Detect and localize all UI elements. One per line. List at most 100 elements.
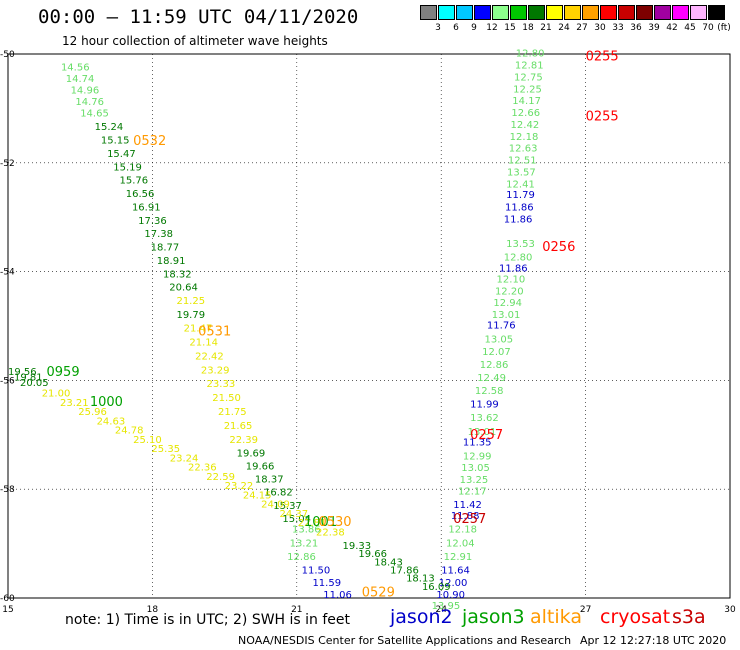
pass-time-label: 1000 [90,395,123,410]
wave-height-value: 21.65 [224,421,253,432]
scale-tick-label: 39 [648,23,660,33]
wave-height-value: 11.42 [453,500,482,511]
latitude-tick-label: -50 [0,50,15,60]
wave-height-value: 12.04 [446,538,475,549]
scale-tick-label: 42 [666,23,678,33]
wave-height-value: 25.35 [151,444,180,455]
latitude-tick-label: -58 [0,485,15,495]
wave-height-value: 24.15 [243,490,272,501]
wave-height-value: 24.09 [261,500,290,511]
pass-time-label: 0531 [198,324,231,339]
longitude-tick-label: 24 [435,605,447,615]
pass-time-label: 0256 [542,240,575,255]
wave-height-value: 19.79 [176,310,205,321]
scale-swatch [564,5,581,20]
wave-height-value: 12.42 [511,120,540,131]
wave-height-value: 12.63 [509,144,538,155]
wave-height-value: 14.65 [80,109,109,120]
wave-height-value: 14.56 [61,62,90,73]
wave-height-value: 22.59 [206,472,235,483]
wave-height-value: 22.81 [298,518,327,529]
wave-height-value: 11.06 [323,590,352,601]
map-subtitle: 12 hour collection of altimeter wave hei… [62,34,328,48]
wave-height-value: 15.24 [95,122,124,133]
longitude-tick-label: 30 [724,605,736,615]
wave-height-value: 12.86 [480,360,509,371]
wave-height-value: 19.69 [237,449,266,460]
satellite-legend-s3a: s3a [672,606,706,628]
scale-swatch [546,5,563,20]
scale-tick-label: 30 [594,23,606,33]
wave-height-value: 12.81 [515,61,544,72]
wave-height-value: 13.25 [460,475,489,486]
wave-height-value: 12.00 [439,578,468,589]
wave-height-value: 13.62 [470,413,499,424]
wave-height-value: 21.00 [42,389,71,400]
pass-time-label: 0257 [470,428,503,443]
wave-height-value: 23.29 [201,365,230,376]
wave-height-value: 23.22 [225,481,254,492]
latitude-tick-label: -54 [0,268,15,278]
wave-height-value: 16.91 [132,202,161,213]
scale-swatch [618,5,635,20]
scale-swatch [600,5,617,20]
scale-tick-label: 21 [540,23,552,33]
scale-tick-label: 24 [558,23,570,33]
pass-time-label: 0257 [453,512,486,527]
wave-height-value: 12.51 [508,156,537,167]
wave-height-value: 13.53 [506,239,535,250]
scale-tick-label: 33 [612,23,624,33]
wave-height-value: 19.56 [8,367,37,378]
wave-height-value: 13.01 [468,427,497,438]
wave-height-value: 23.24 [170,453,199,464]
scale-unit: (ft) [717,23,731,33]
wave-height-value: 16.09 [422,582,451,593]
wave-height-value: 16.82 [264,488,293,499]
longitude-tick-label: 27 [580,605,591,615]
scale-swatch [672,5,689,20]
wave-height-value: 20.05 [20,378,49,389]
wave-height-value: 18.37 [255,475,284,486]
wave-height-value: 13.05 [461,463,490,474]
wave-height-value: 19.66 [358,549,387,560]
latitude-tick-label: -56 [0,376,15,386]
wave-height-value: 13.86 [292,525,321,536]
wave-height-value: 12.18 [448,525,477,536]
wave-height-value: 13.57 [507,167,536,178]
scale-tick-label: 18 [522,23,534,33]
wave-height-value: 22.38 [316,527,345,538]
wave-height-value: 22.42 [195,351,224,362]
wave-height-value: 12.18 [510,132,539,143]
satellite-legend-altika: altika [530,606,582,628]
wave-height-value: 19.33 [343,541,372,552]
wave-height-value: 15.76 [120,176,149,187]
wave-height-value: 18.13 [406,574,435,585]
wave-height-value: 17.38 [144,229,173,240]
wave-height-value: 12.10 [497,274,526,285]
wave-height-value: 21.75 [218,407,247,418]
wave-height-value: 24.63 [97,416,126,427]
wave-height-value: 14.96 [71,85,100,96]
scale-swatch [690,5,707,20]
longitude-tick-label: 21 [291,605,302,615]
wave-height-value: 13.95 [432,601,461,612]
wave-height-value: 11.86 [499,264,528,275]
wave-height-value: 17.86 [390,566,419,577]
wave-height-value: 12.86 [287,552,316,563]
satellite-legend-jason3: jason3 [462,606,525,628]
scale-swatch [636,5,653,20]
wave-height-value: 12.80 [516,49,545,60]
wave-height-value: 17.36 [138,216,167,227]
wave-height-value: 15.15 [101,136,130,147]
wave-height-value: 13.01 [492,310,521,321]
longitude-tick-label: 18 [147,605,159,615]
wave-height-value: 12.17 [458,487,487,498]
pass-time-label: 0255 [586,110,619,125]
scale-tick-label: 15 [504,23,516,33]
wave-height-value: 12.25 [513,84,542,95]
scale-swatch [456,5,473,20]
latitude-tick-label: -60 [0,594,15,604]
scale-tick-label: 9 [471,23,477,33]
wave-height-value: 23.33 [207,379,236,390]
